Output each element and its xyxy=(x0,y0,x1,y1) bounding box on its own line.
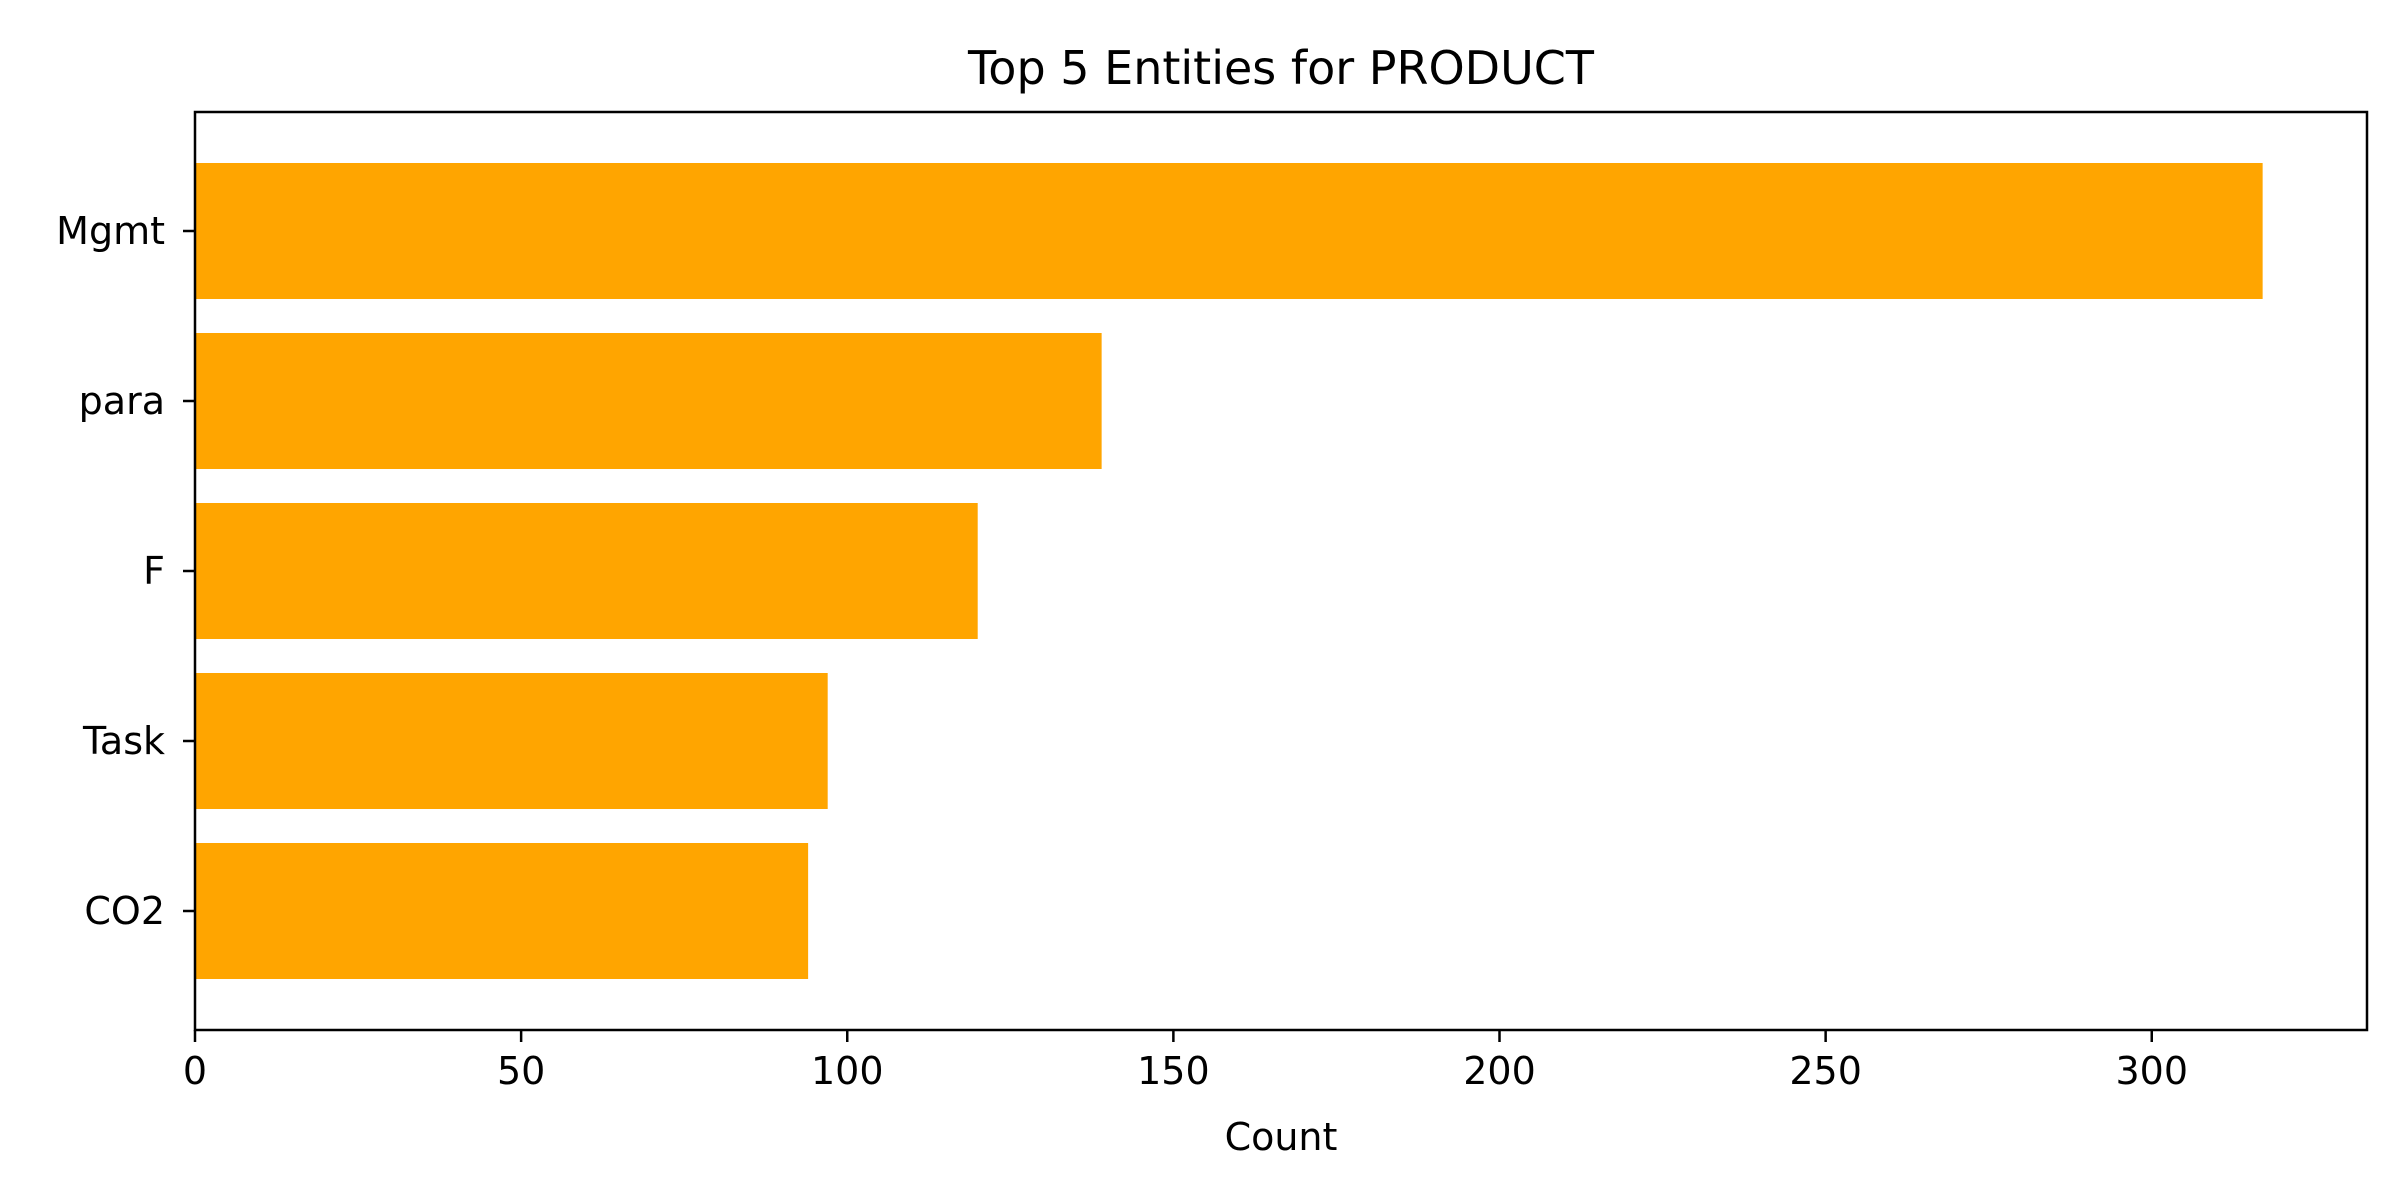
bar-task xyxy=(195,673,828,809)
x-tick-label: 50 xyxy=(497,1049,545,1093)
bar-f xyxy=(195,503,978,639)
y-tick-label: para xyxy=(79,379,165,423)
x-tick-label: 0 xyxy=(183,1049,207,1093)
y-tick-label: F xyxy=(143,549,165,593)
x-tick-label: 100 xyxy=(811,1049,884,1093)
bar-para xyxy=(195,333,1102,469)
bar-mgmt xyxy=(195,163,2263,299)
x-tick-label: 200 xyxy=(1463,1049,1536,1093)
x-tick-label: 300 xyxy=(2115,1049,2188,1093)
y-tick-label: Mgmt xyxy=(56,209,165,253)
x-axis-ticks: 0 50 100 150 200 250 300 xyxy=(183,1030,2188,1093)
chart-title: Top 5 Entities for PRODUCT xyxy=(967,41,1595,95)
y-tick-label: Task xyxy=(82,719,165,763)
bars-group xyxy=(195,163,2263,979)
y-axis-ticks: Mgmt para F Task CO2 xyxy=(56,209,195,933)
y-tick-label: CO2 xyxy=(84,889,165,933)
x-tick-label: 250 xyxy=(1789,1049,1862,1093)
bar-co2 xyxy=(195,843,809,979)
x-tick-label: 150 xyxy=(1137,1049,1210,1093)
x-axis-label: Count xyxy=(1225,1115,1338,1159)
